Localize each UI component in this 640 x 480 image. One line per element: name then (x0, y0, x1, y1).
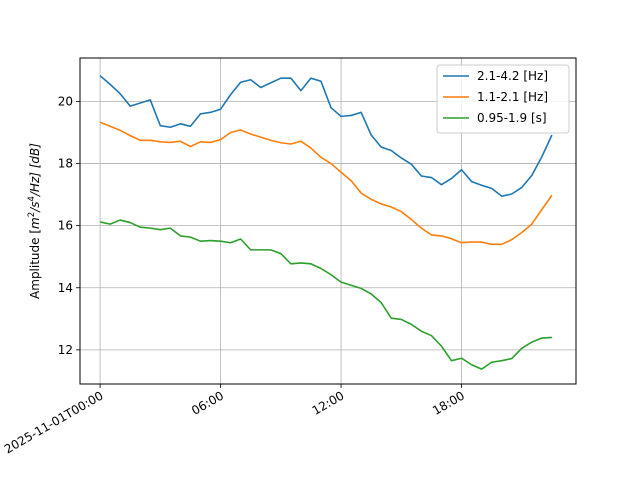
y-tick-label: 18 (58, 157, 73, 171)
legend-box (436, 64, 570, 134)
y-axis-label-m-exponent: 2 (27, 212, 37, 217)
series-line-1 (99, 75, 553, 197)
y-axis-label: Amplitude [m2/s4/Hz] [dB] (27, 143, 42, 299)
y-axis-label-s-exponent: 4 (27, 196, 37, 201)
legend: 2.1-4.2 [Hz] 1.1-2.1 [Hz] 0.95-1.9 [s] (436, 64, 570, 134)
legend-entry-label: 0.95-1.9 [s] (477, 111, 547, 125)
y-tick-label: 12 (58, 343, 73, 357)
y-tick-label: 14 (58, 281, 73, 295)
series-line-3 (99, 219, 552, 370)
legend-entry-label: 2.1-4.2 [Hz] (477, 69, 548, 83)
legend-entry-label: 1.1-2.1 [Hz] (477, 90, 548, 104)
y-axis-label-suffix: /Hz] [dB] (28, 143, 42, 197)
y-tick-label: 16 (58, 219, 73, 233)
series-line-2 (99, 121, 553, 246)
y-axis: 12 14 16 18 20 (58, 94, 80, 357)
y-axis-label-s: /s (28, 202, 42, 213)
y-tick-label: 20 (58, 94, 73, 108)
y-axis-label-m: m (28, 217, 42, 229)
plot-frame (79, 57, 577, 385)
series-layer (99, 75, 553, 370)
y-axis-label-prefix: Amplitude [ (28, 229, 42, 299)
